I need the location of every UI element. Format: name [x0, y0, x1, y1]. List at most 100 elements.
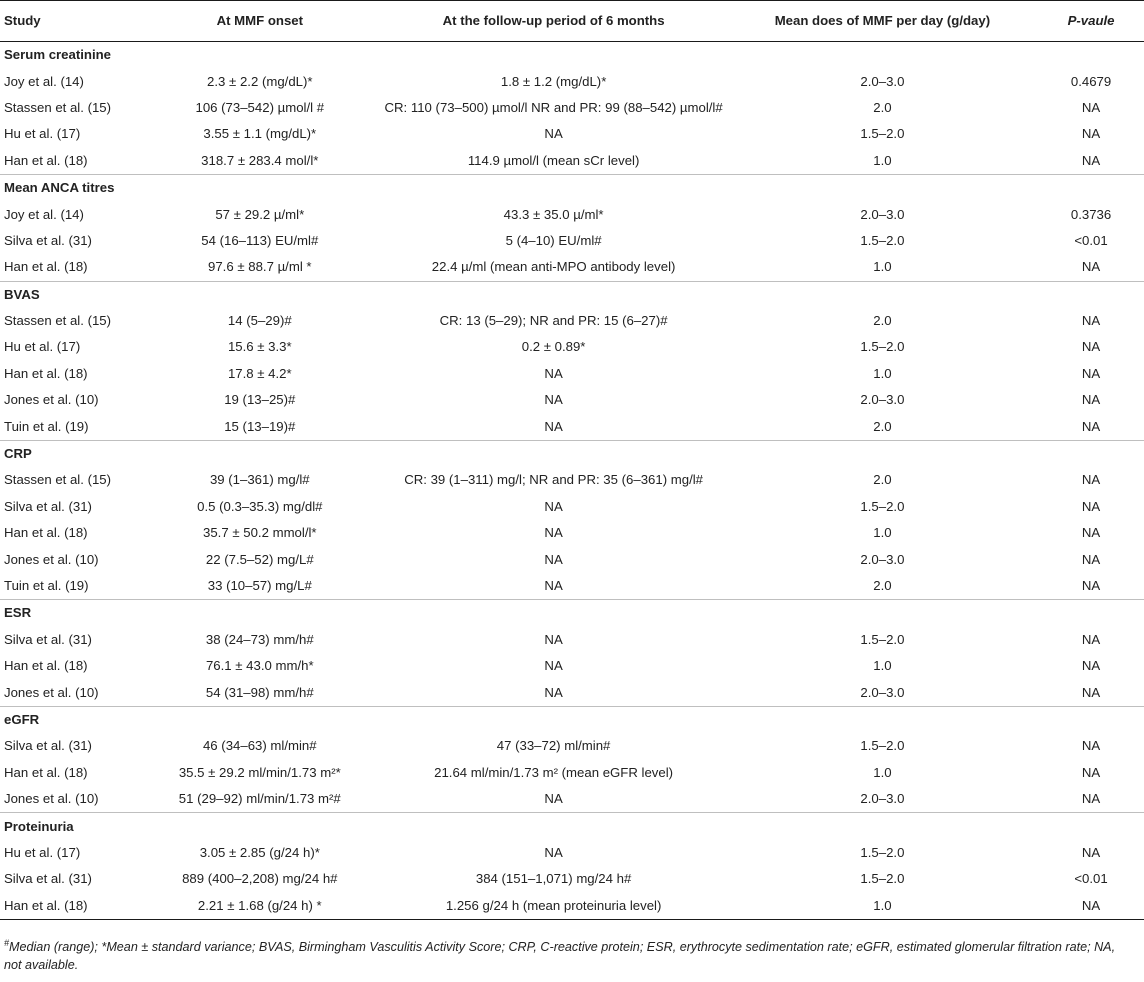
cell-study: Jones et al. (10) — [4, 684, 99, 700]
cell-study: Han et al. (18) — [4, 259, 88, 275]
cell-study: Han et al. (18) — [4, 152, 88, 168]
cell-p: NA — [1081, 658, 1101, 674]
cell-p: NA — [1081, 126, 1101, 142]
cell-followup: 5 (4–10) EU/ml# — [505, 232, 602, 248]
cell-onset: 15.6 ± 3.3* — [227, 339, 292, 355]
cell-onset: 35.7 ± 50.2 mmol/l* — [203, 525, 317, 541]
cell-onset: 2.21 ± 1.68 (g/24 h) * — [139, 892, 381, 920]
section-row: Serum creatinine — [0, 42, 1144, 69]
cell-study: Tuin et al. (19) — [4, 578, 89, 593]
table-row: Silva et al. (31) 0.5 (0.3–35.3) mg/dl# NA… — [0, 494, 1144, 520]
cell-p: NA — [1081, 472, 1101, 488]
cell-followup: NA — [544, 525, 563, 541]
table-row: Tuin et al. (19) 15 (13–19)# NA 2.0 NA — [0, 413, 1144, 440]
cell-onset: 318.7 ± 283.4 mol/l* — [201, 152, 319, 168]
table-row: Han et al. (18) 35.5 ± 29.2 ml/min/1.73 m… — [0, 760, 1144, 786]
cell-onset: 17.8 ± 4.2* — [227, 365, 292, 381]
table-row: Silva et al. (31) 38 (24–73) mm/h# NA 1.5–2… — [0, 627, 1144, 653]
cell-onset: 14 (5–29)# — [227, 313, 292, 329]
header-p-value-label: P-vaule — [1067, 13, 1115, 28]
table-row: Jones et al. (10) 51 (29–92) ml/min/1.73 … — [0, 786, 1144, 813]
cell-study: Jones et al. (10) — [4, 392, 99, 408]
cell-dose: 2.0 — [873, 418, 892, 434]
cell-onset: 0.5 (0.3–35.3) mg/dl# — [197, 498, 323, 514]
table-row: Stassen et al. (15) 39 (1–361) mg/l# CR: 3… — [0, 467, 1144, 493]
cell-followup: NA — [544, 631, 563, 647]
cell-followup: NA — [544, 844, 563, 860]
cell-p: NA — [1081, 764, 1101, 780]
cell-p: NA — [1038, 892, 1144, 920]
cell-study: Silva et al. (31) — [4, 232, 92, 248]
section-row: Proteinuria — [0, 812, 1144, 840]
cell-dose: 1.5–2.0 — [860, 232, 905, 248]
cell-p: NA — [1081, 259, 1101, 275]
cell-p: NA — [1081, 631, 1101, 647]
cell-followup: 43.3 ± 35.0 µ/ml* — [503, 206, 604, 222]
cell-study: Han et al. (18) — [4, 658, 88, 674]
cell-study: Tuin et al. (19) — [4, 418, 89, 434]
table-row: Silva et al. (31) 54 (16–113) EU/ml# 5 (4–… — [0, 228, 1144, 254]
cell-dose: 1.5–2.0 — [860, 738, 905, 754]
cell-dose: 2.0 — [873, 313, 892, 329]
cell-p: NA — [1081, 525, 1101, 541]
cell-onset: 35.5 ± 29.2 ml/min/1.73 m²* — [178, 764, 341, 780]
table-body: Serum creatinine Joy et al. (14) 2.3 ± 2.2… — [0, 42, 1144, 920]
cell-dose: 2.0–3.0 — [860, 791, 905, 807]
cell-dose: 1.0 — [873, 525, 892, 541]
cell-dose: 2.0–3.0 — [860, 551, 905, 567]
cell-p: NA — [1081, 738, 1101, 754]
cell-dose: 2.0–3.0 — [860, 684, 905, 700]
cell-onset: 38 (24–73) mm/h# — [205, 631, 314, 647]
cell-study: Han et al. (18) — [4, 365, 88, 381]
table-row: Tuin et al. (19) 33 (10–57) mg/L# NA 2.0 NA — [0, 573, 1144, 600]
section-row: BVAS — [0, 280, 1144, 308]
table-row: Hu et al. (17) 3.05 ± 2.85 (g/24 h)* NA 1.5… — [0, 840, 1144, 866]
cell-p: NA — [1081, 551, 1101, 567]
cell-study: Joy et al. (14) — [4, 206, 84, 222]
section-title: eGFR — [0, 705, 1144, 734]
cell-followup: NA — [544, 418, 563, 434]
cell-followup: NA — [544, 392, 563, 408]
table-row: Han et al. (18) 318.7 ± 283.4 mol/l* 114.9… — [0, 148, 1144, 175]
cell-study: Hu et al. (17) — [4, 126, 81, 142]
cell-dose: 1.0 — [873, 259, 892, 275]
section-row: CRP — [0, 439, 1144, 468]
cell-followup: 22.4 µ/ml (mean anti-MPO antibody level) — [431, 259, 676, 275]
cell-onset: 15 (13–19)# — [224, 418, 296, 434]
section-title: BVAS — [0, 280, 1144, 308]
cell-p: 0.4679 — [1070, 73, 1112, 89]
cell-followup: NA — [544, 365, 563, 381]
cell-p: NA — [1081, 99, 1101, 115]
cell-dose: 1.5–2.0 — [860, 844, 905, 860]
cell-dose: 1.0 — [873, 658, 892, 674]
table-row: Jones et al. (10) 54 (31–98) mm/h# NA 2.0–3… — [0, 679, 1144, 706]
cell-onset: 54 (16–113) EU/ml# — [201, 232, 319, 248]
cell-p: NA — [1081, 844, 1101, 860]
cell-study: Stassen et al. (15) — [4, 99, 112, 115]
cell-followup: 384 (151–1,071) mg/24 h# — [475, 871, 632, 887]
cell-followup: NA — [544, 551, 563, 567]
cell-followup: NA — [544, 578, 563, 593]
cell-study: Han et al. (18) — [0, 892, 140, 920]
section-title: Serum creatinine — [4, 47, 112, 63]
cell-study: Silva et al. (31) — [4, 631, 92, 647]
cell-study: Joy et al. (14) — [4, 73, 84, 89]
cell-study: Silva et al. (31) — [4, 498, 92, 514]
cell-p: 0.3736 — [1070, 206, 1112, 222]
cell-p: NA — [1081, 578, 1101, 593]
cell-onset: 3.05 ± 2.85 (g/24 h)* — [199, 844, 320, 860]
cell-dose: 1.5–2.0 — [860, 871, 905, 887]
cell-p: NA — [1081, 684, 1101, 700]
cell-followup: 1.8 ± 1.2 (mg/dL)* — [500, 73, 607, 89]
header-onset: At MMF onset — [139, 0, 381, 42]
cell-study: Stassen et al. (15) — [4, 313, 112, 329]
cell-p: NA — [1081, 339, 1101, 355]
section-title: CRP — [0, 439, 1144, 468]
cell-study: Jones et al. (10) — [4, 791, 99, 807]
table-row: Jones et al. (10) 22 (7.5–52) mg/L# NA 2.0–… — [0, 546, 1144, 572]
cell-followup: CR: 39 (1–311) mg/l; NR and PR: 35 (6–36… — [404, 472, 703, 488]
cell-dose: 2.0–3.0 — [860, 73, 905, 89]
cell-onset: 39 (1–361) mg/l# — [209, 472, 310, 488]
cell-dose: 1.0 — [726, 892, 1039, 920]
